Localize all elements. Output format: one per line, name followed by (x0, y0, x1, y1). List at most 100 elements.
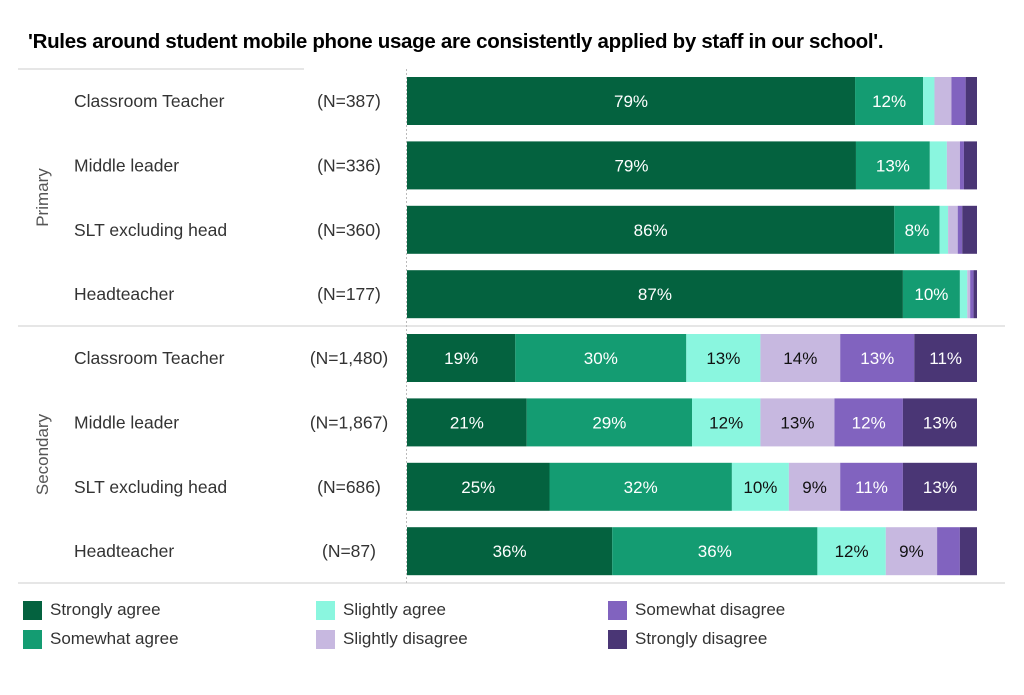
bar-segment-somewhat-disagree (840, 334, 915, 382)
data-label: 13% (780, 413, 814, 432)
bar-segment-strongly-agree (407, 462, 550, 511)
legend-swatch (608, 629, 627, 649)
data-label: 10% (914, 285, 948, 304)
sample-size-label: (N=177) (317, 284, 381, 304)
bar-segment-strongly-disagree (902, 398, 977, 447)
bar-segment-somewhat-disagree (957, 205, 963, 254)
bar-segment-strongly-agree (407, 205, 895, 254)
bar-segment-somewhat-agree (549, 462, 732, 511)
data-label: 36% (698, 542, 732, 561)
sample-size-label: (N=336) (317, 155, 381, 175)
sample-size-label: (N=387) (317, 91, 381, 111)
bar-segment-somewhat-disagree (840, 462, 903, 511)
data-label: 79% (614, 156, 648, 175)
legend-swatch (23, 600, 42, 620)
bar-segment-slightly-disagree (948, 205, 958, 254)
bar-segment-slightly-agree (929, 141, 947, 190)
chart-title: 'Rules around student mobile phone usage… (28, 30, 884, 53)
category-label: Middle leader (74, 412, 179, 432)
data-label: 13% (876, 156, 910, 175)
bar-segment-somewhat-agree (526, 398, 692, 447)
bar-segment-slightly-agree (959, 270, 968, 319)
bar-segment-somewhat-agree (612, 527, 818, 576)
data-label: 12% (852, 413, 886, 432)
bar-segment-slightly-agree (686, 334, 761, 382)
sample-size-label: (N=87) (322, 541, 376, 561)
bar-segment-slightly-disagree (788, 462, 841, 511)
bar-segment-strongly-disagree (914, 334, 977, 382)
category-label: Classroom Teacher (74, 91, 225, 111)
legend-item: Strongly disagree (608, 629, 767, 649)
data-label: 13% (923, 413, 957, 432)
data-label: 14% (783, 349, 817, 368)
data-label: 11% (855, 478, 888, 497)
category-label: Headteacher (74, 541, 174, 561)
bar-segment-somewhat-disagree (937, 527, 960, 576)
category-label: Classroom Teacher (74, 348, 225, 368)
bar-segment-somewhat-agree (515, 334, 687, 382)
data-label: 86% (634, 221, 668, 240)
data-label: 9% (802, 478, 827, 497)
data-label: 12% (835, 542, 869, 561)
data-label: 25% (461, 478, 495, 497)
legend-label: Strongly agree (50, 600, 161, 619)
data-label: 21% (450, 413, 484, 432)
data-label: 12% (872, 92, 906, 111)
legend-label: Somewhat agree (50, 629, 179, 648)
legend-item: Slightly agree (316, 600, 446, 620)
bar-segment-strongly-agree (407, 141, 856, 190)
bar-segment-strongly-disagree (902, 462, 977, 511)
legend-swatch (316, 600, 335, 620)
bar-segment-slightly-agree (692, 398, 761, 447)
bar-segment-somewhat-agree (902, 270, 960, 319)
bar-segment-slightly-agree (731, 462, 789, 511)
legend-label: Slightly agree (343, 600, 447, 619)
bar-segment-slightly-agree (939, 205, 949, 254)
bar-segment-slightly-disagree (934, 77, 952, 125)
data-label: 87% (638, 285, 672, 304)
bar-segment-somewhat-disagree (970, 270, 974, 319)
bar-segment-somewhat-agree (855, 77, 924, 125)
bar-segment-somewhat-disagree (834, 398, 903, 447)
bar-segment-slightly-disagree (885, 527, 938, 576)
data-label: 29% (592, 413, 626, 432)
bar-segment-somewhat-agree (894, 205, 940, 254)
bar-segment-strongly-agree (407, 334, 516, 382)
group-label: Primary (33, 168, 52, 227)
data-label: 13% (860, 349, 894, 368)
bar-segment-strongly-disagree (959, 527, 977, 576)
category-label: Headteacher (74, 284, 174, 304)
bar-segment-strongly-disagree (965, 77, 977, 125)
data-label: 10% (743, 478, 777, 497)
bar-segment-strongly-agree (407, 270, 903, 319)
data-label: 11% (929, 349, 962, 368)
category-label: Middle leader (74, 155, 179, 175)
sample-size-label: (N=1,480) (310, 348, 388, 368)
data-label: 30% (584, 349, 618, 368)
bar-segment-slightly-disagree (760, 398, 835, 447)
bar-segment-slightly-disagree (760, 334, 841, 382)
data-label: 12% (709, 413, 743, 432)
bar-segment-somewhat-agree (855, 141, 930, 190)
sample-size-label: (N=1,867) (310, 412, 388, 432)
legend-item: Strongly agree (23, 600, 161, 620)
bar-segment-slightly-disagree (946, 141, 960, 190)
sample-size-label: (N=686) (317, 477, 381, 497)
data-label: 8% (905, 221, 930, 240)
data-label: 9% (899, 542, 924, 561)
bar-segment-strongly-disagree (973, 270, 977, 319)
bar-segment-strongly-disagree (962, 205, 977, 254)
legend-swatch (608, 600, 627, 620)
bar-segment-strongly-agree (407, 527, 613, 576)
legend-item: Somewhat agree (23, 629, 179, 649)
data-label: 36% (493, 542, 527, 561)
legend-label: Strongly disagree (635, 629, 768, 648)
data-label: 79% (614, 92, 648, 111)
bar-segment-slightly-agree (923, 77, 935, 125)
category-label: SLT excluding head (74, 220, 227, 240)
bar-segment-strongly-agree (407, 77, 856, 125)
bar-segment-somewhat-disagree (951, 77, 966, 125)
bar-segment-strongly-disagree (963, 141, 977, 190)
legend-item: Slightly disagree (316, 629, 468, 649)
